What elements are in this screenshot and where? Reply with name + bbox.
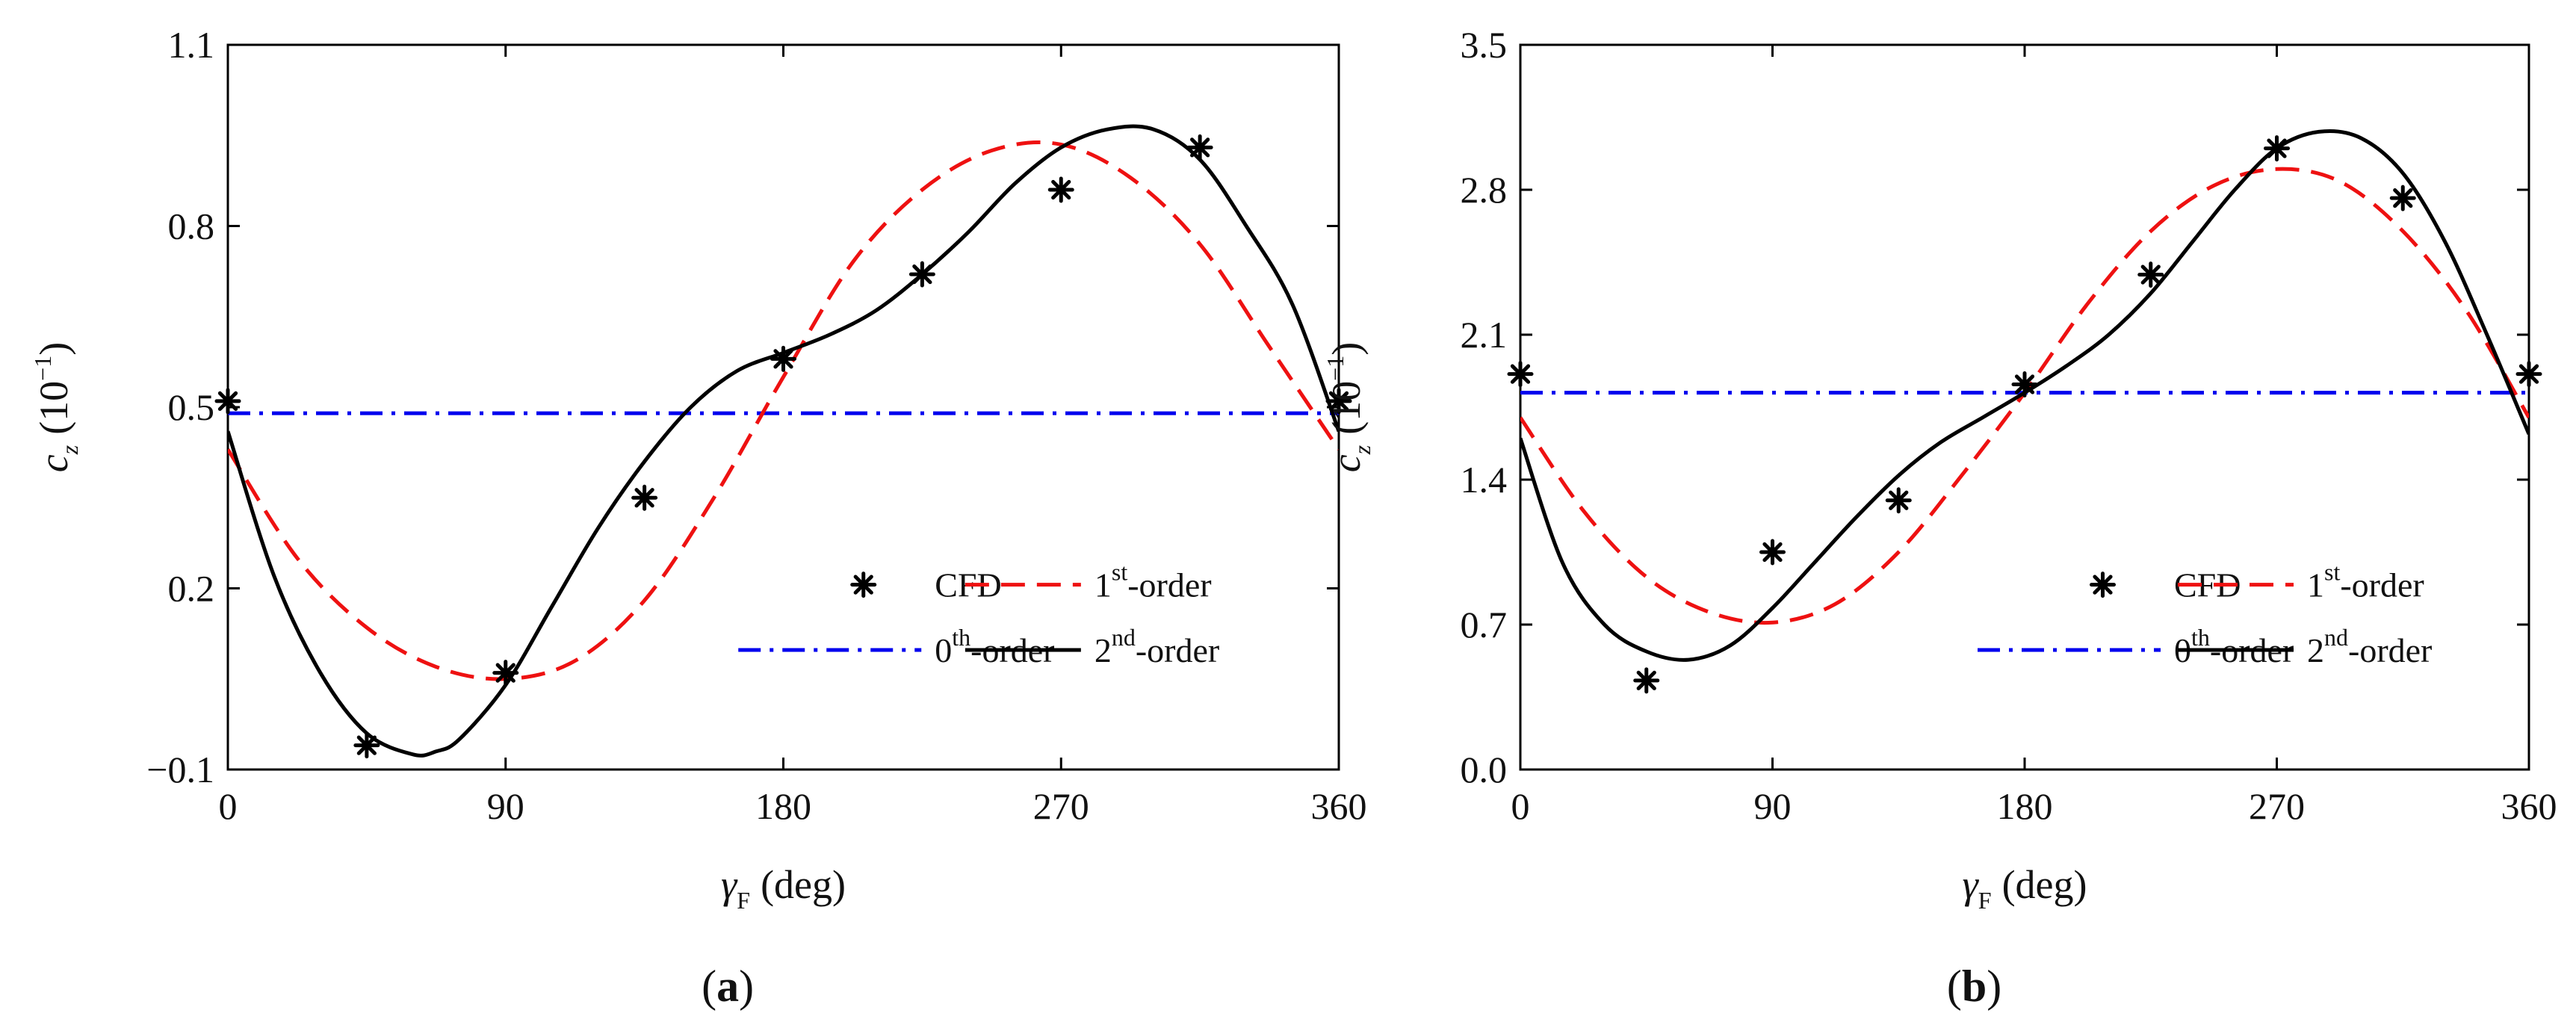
y-tick-label: 0.2 xyxy=(168,568,215,610)
legend-label-zeroth-order: 0th-order xyxy=(935,624,1054,669)
series-line-second-order xyxy=(228,124,1339,758)
panel-label: (a) xyxy=(702,962,754,1011)
cfd-point xyxy=(2011,371,2038,398)
cfd-point xyxy=(770,345,796,372)
cfd-point xyxy=(1885,487,1912,514)
legend-label-second-order: 2nd-order xyxy=(1095,624,1219,669)
legend-cfd-marker xyxy=(2090,572,2116,598)
cfd-point xyxy=(631,484,658,511)
y-axis-label: cz(10−1) xyxy=(29,342,83,472)
series-group xyxy=(228,124,1339,758)
cfd-point xyxy=(353,732,380,759)
x-tick-label: 360 xyxy=(1311,785,1367,827)
x-tick-label: 0 xyxy=(219,785,238,827)
y-tick-label: 2.8 xyxy=(1461,169,1508,211)
cfd-point xyxy=(214,388,241,415)
cfd-point xyxy=(1047,176,1074,203)
x-tick-label: 180 xyxy=(1997,785,2053,827)
y-tick-label: 2.1 xyxy=(1461,314,1508,356)
legend-label-zeroth-order: 0th-order xyxy=(2174,624,2294,669)
cfd-point xyxy=(908,261,935,288)
cfd-point xyxy=(2389,185,2416,211)
cfd-point xyxy=(492,660,519,687)
legend-label-second-order: 2nd-order xyxy=(2307,624,2432,669)
cfd-point xyxy=(1633,667,1660,694)
x-tick-label: 90 xyxy=(487,785,524,827)
cfd-point xyxy=(2515,361,2542,388)
x-axis-label: γF (deg) xyxy=(721,862,846,914)
y-axis-label: cz(10−1) xyxy=(1322,342,1375,472)
x-tick-label: 90 xyxy=(1754,785,1792,827)
cfd-point xyxy=(1507,361,1534,388)
x-tick-label: 270 xyxy=(2249,785,2305,827)
legend-label-first-order: 1st-order xyxy=(1095,559,1212,604)
cfd-point xyxy=(2264,135,2290,162)
x-tick-label: 360 xyxy=(2501,785,2557,827)
x-axis-label: γF (deg) xyxy=(1962,862,2087,914)
cfd-point xyxy=(1325,388,1352,415)
series-line-first-order xyxy=(228,140,1339,681)
legend-cfd-marker xyxy=(850,572,877,598)
cfd-point xyxy=(1186,134,1213,161)
cfd-point xyxy=(1759,539,1786,566)
y-tick-label: 0.7 xyxy=(1461,604,1508,645)
y-tick-label: 0.8 xyxy=(168,205,215,247)
y-tick-label: 1.4 xyxy=(1461,459,1508,501)
x-tick-label: 0 xyxy=(1511,785,1530,827)
x-tick-label: 180 xyxy=(755,785,811,827)
cfd-point xyxy=(2137,261,2164,288)
y-tick-label: 3.5 xyxy=(1461,24,1508,66)
y-tick-label: 1.1 xyxy=(168,24,215,66)
panel-label: (b) xyxy=(1947,962,2001,1011)
y-tick-label: 0.5 xyxy=(168,386,215,428)
y-tick-label: 0.0 xyxy=(1461,749,1508,790)
x-tick-label: 270 xyxy=(1033,785,1089,827)
legend-label-first-order: 1st-order xyxy=(2307,559,2424,604)
y-tick-label: −0.1 xyxy=(146,749,214,790)
